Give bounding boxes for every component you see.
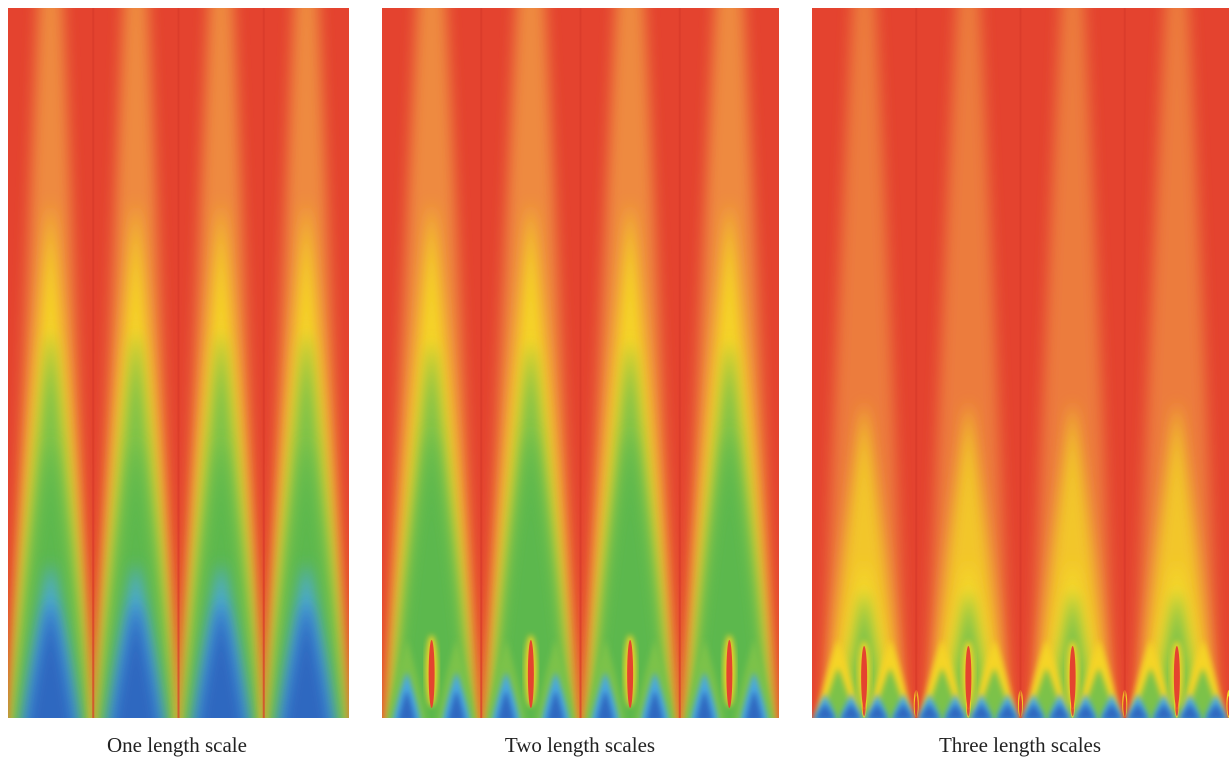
field-region: [493, 430, 568, 718]
field-region: [1128, 704, 1147, 718]
field-spike: [627, 640, 634, 708]
field-spike: [861, 646, 868, 708]
field-region: [593, 430, 668, 718]
panel-image: [812, 8, 1229, 718]
field-region: [547, 690, 564, 718]
field-region: [1076, 704, 1095, 718]
field-region: [946, 704, 965, 718]
field-region: [1206, 704, 1226, 718]
panel-image: [382, 8, 779, 718]
field-region: [597, 690, 614, 718]
field-region: [894, 704, 913, 718]
field-region: [841, 704, 861, 718]
field-region: [815, 704, 835, 718]
field-spike: [527, 640, 534, 708]
field-region: [1139, 400, 1215, 718]
field-region: [1154, 704, 1173, 718]
field-region: [998, 704, 1017, 718]
field-region: [868, 704, 887, 718]
field-region: [398, 690, 415, 718]
field-spike: [428, 640, 435, 708]
caption: Three length scales: [939, 733, 1101, 757]
field-spike: [965, 646, 972, 708]
field-region: [1180, 704, 1200, 718]
caption: Two length scales: [505, 733, 655, 757]
field-region: [1024, 704, 1043, 718]
field-region: [972, 704, 991, 718]
caption: One length scale: [107, 733, 247, 757]
field-region: [823, 8, 906, 718]
field-region: [646, 690, 663, 718]
field-region: [1102, 704, 1121, 718]
field-region: [927, 8, 1010, 718]
field-region: [27, 600, 75, 718]
field-region: [696, 690, 713, 718]
field-spike: [1173, 646, 1180, 708]
field-region: [930, 400, 1006, 718]
field-region: [448, 690, 465, 718]
field-region: [746, 690, 763, 718]
field-region: [826, 400, 902, 718]
field-region: [1050, 704, 1069, 718]
field-region: [394, 430, 469, 718]
field-region: [112, 600, 160, 718]
field-spike: [1069, 646, 1076, 708]
field-region: [282, 600, 330, 718]
field-spike: [726, 640, 733, 708]
field-region: [197, 600, 245, 718]
field-region: [1135, 8, 1218, 718]
field-region: [920, 704, 939, 718]
field-region: [1031, 8, 1114, 718]
field-region: [1035, 400, 1111, 718]
panel-image: [8, 8, 349, 718]
field-region: [692, 430, 767, 718]
field-region: [498, 690, 515, 718]
